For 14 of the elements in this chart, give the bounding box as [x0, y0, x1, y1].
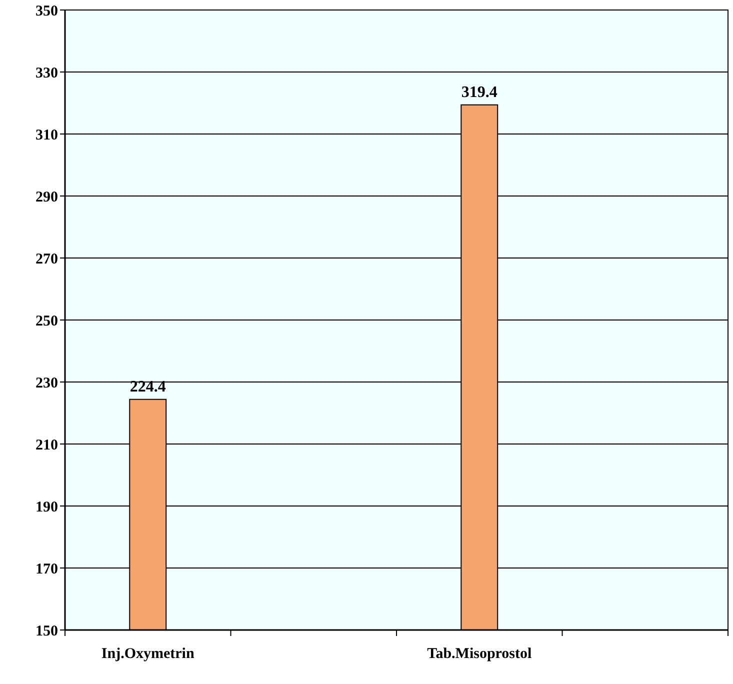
y-tick-label: 330	[36, 65, 58, 82]
data-label: 319.4	[461, 84, 498, 101]
x-tick-label: Inj.Oxymetrin	[101, 646, 195, 662]
y-tick-label: 210	[36, 437, 58, 454]
y-tick-label: 250	[36, 313, 58, 330]
y-tick-label: 190	[36, 499, 58, 516]
y-tick-label: 350	[36, 3, 58, 20]
y-tick-label: 270	[36, 251, 58, 268]
y-tick-label: 230	[36, 375, 58, 392]
y-tick-label: 310	[36, 127, 58, 144]
y-tick-label: 170	[36, 561, 58, 578]
x-tick-label: Tab.Misoprostol	[427, 646, 532, 662]
y-tick-label: 290	[36, 189, 58, 206]
y-tick-label: 150	[36, 623, 58, 640]
